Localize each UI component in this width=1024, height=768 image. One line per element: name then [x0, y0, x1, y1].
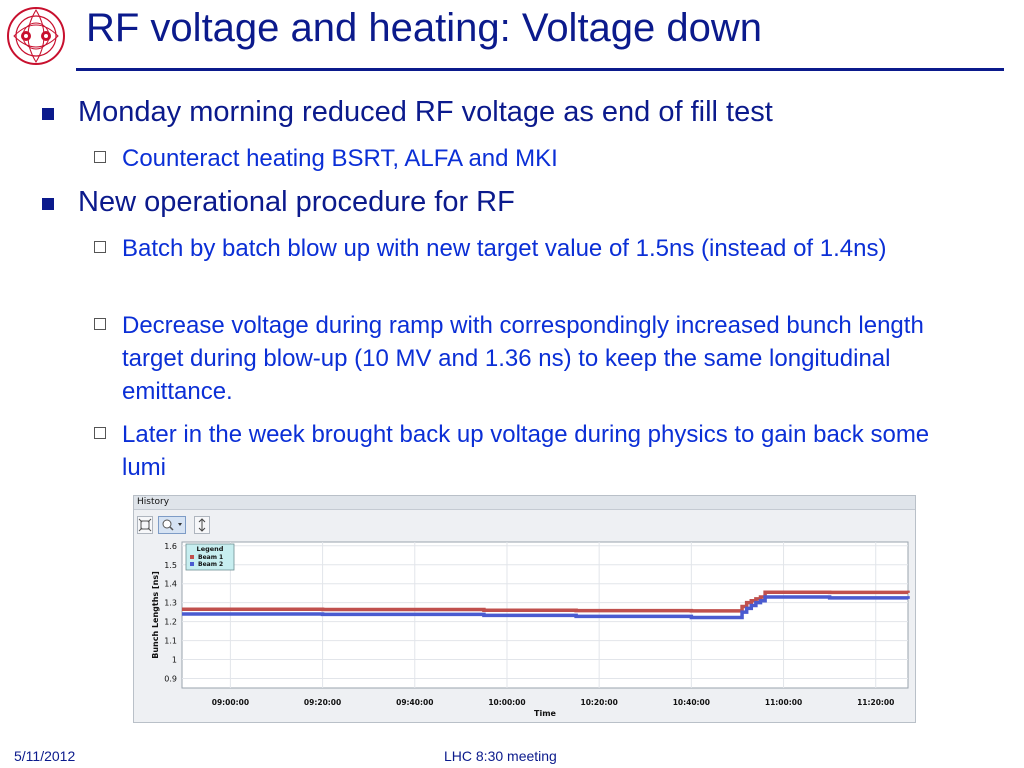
x-tick-label: 11:20:00	[857, 698, 894, 707]
x-tick-label: 09:20:00	[304, 698, 341, 707]
footer-date: 5/11/2012	[14, 748, 76, 764]
hollow-square-bullet-icon	[94, 151, 106, 163]
x-tick-label: 10:00:00	[488, 698, 525, 707]
y-tick-label: 1.6	[164, 542, 177, 551]
x-tick-label: 09:40:00	[396, 698, 433, 707]
y-tick-label: 1.1	[164, 637, 177, 646]
sub-bullet-item: Batch by batch blow up with new target v…	[122, 235, 887, 262]
bullet-item: New operational procedure for RF	[78, 186, 515, 218]
y-tick-label: 1	[172, 656, 177, 665]
footer-meeting: LHC 8:30 meeting	[444, 748, 557, 764]
sub-bullet-item: Later in the week brought back up voltag…	[122, 421, 930, 481]
sub-bullet-item: Decrease voltage during ramp with corres…	[122, 312, 924, 405]
hollow-square-bullet-icon	[94, 318, 106, 330]
x-tick-label: 09:00:00	[212, 698, 249, 707]
series-line-beam-1	[182, 590, 910, 613]
x-tick-label: 10:20:00	[581, 698, 618, 707]
legend-marker	[190, 562, 194, 566]
hollow-square-bullet-icon	[94, 427, 106, 439]
sub-bullet-item: Counteract heating BSRT, ALFA and MKI	[122, 145, 558, 172]
legend-title: Legend	[197, 545, 224, 553]
fit-view-icon	[138, 518, 152, 532]
bullet-item: Monday morning reduced RF voltage as end…	[78, 96, 773, 128]
y-tick-label: 1.4	[164, 580, 177, 589]
history-panel: History 0.9 1 1.1 1.2 1.3 1.4 1.5 1.6 09:00:00 09…	[133, 495, 916, 723]
lhc-logo	[7, 7, 65, 65]
dropdown-arrow-icon	[178, 523, 182, 526]
vertical-resize-icon	[198, 518, 206, 532]
square-bullet-icon	[42, 198, 54, 210]
x-tick-label: 11:00:00	[765, 698, 802, 707]
legend-entry: Beam 1	[198, 554, 223, 561]
series-line-beam-2	[182, 595, 910, 620]
history-panel-header: History	[134, 496, 915, 510]
history-panel-title: History	[137, 497, 170, 507]
square-bullet-icon	[42, 108, 54, 120]
y-tick-label: 1.3	[164, 599, 177, 608]
bunch-length-chart: 0.9 1 1.1 1.2 1.3 1.4 1.5 1.6 09:00:00 09:20:00 09…	[151, 541, 910, 718]
fit-view-button[interactable]	[137, 516, 153, 534]
title-underline	[76, 68, 1004, 71]
y-axis-label: Bunch Lengths [ns]	[151, 571, 160, 659]
x-axis-label: Time	[534, 709, 557, 718]
zoom-icon	[162, 519, 182, 531]
hollow-square-bullet-icon	[94, 241, 106, 253]
vertical-resize-button[interactable]	[194, 516, 210, 534]
y-tick-label: 0.9	[164, 675, 177, 684]
y-tick-label: 1.2	[164, 618, 177, 627]
legend-entry: Beam 2	[198, 561, 223, 568]
legend-marker	[190, 555, 194, 559]
x-tick-label: 10:40:00	[673, 698, 710, 707]
slide-title: RF voltage and heating: Voltage down	[86, 6, 763, 50]
y-tick-label: 1.5	[164, 561, 177, 570]
zoom-button[interactable]	[158, 516, 186, 534]
